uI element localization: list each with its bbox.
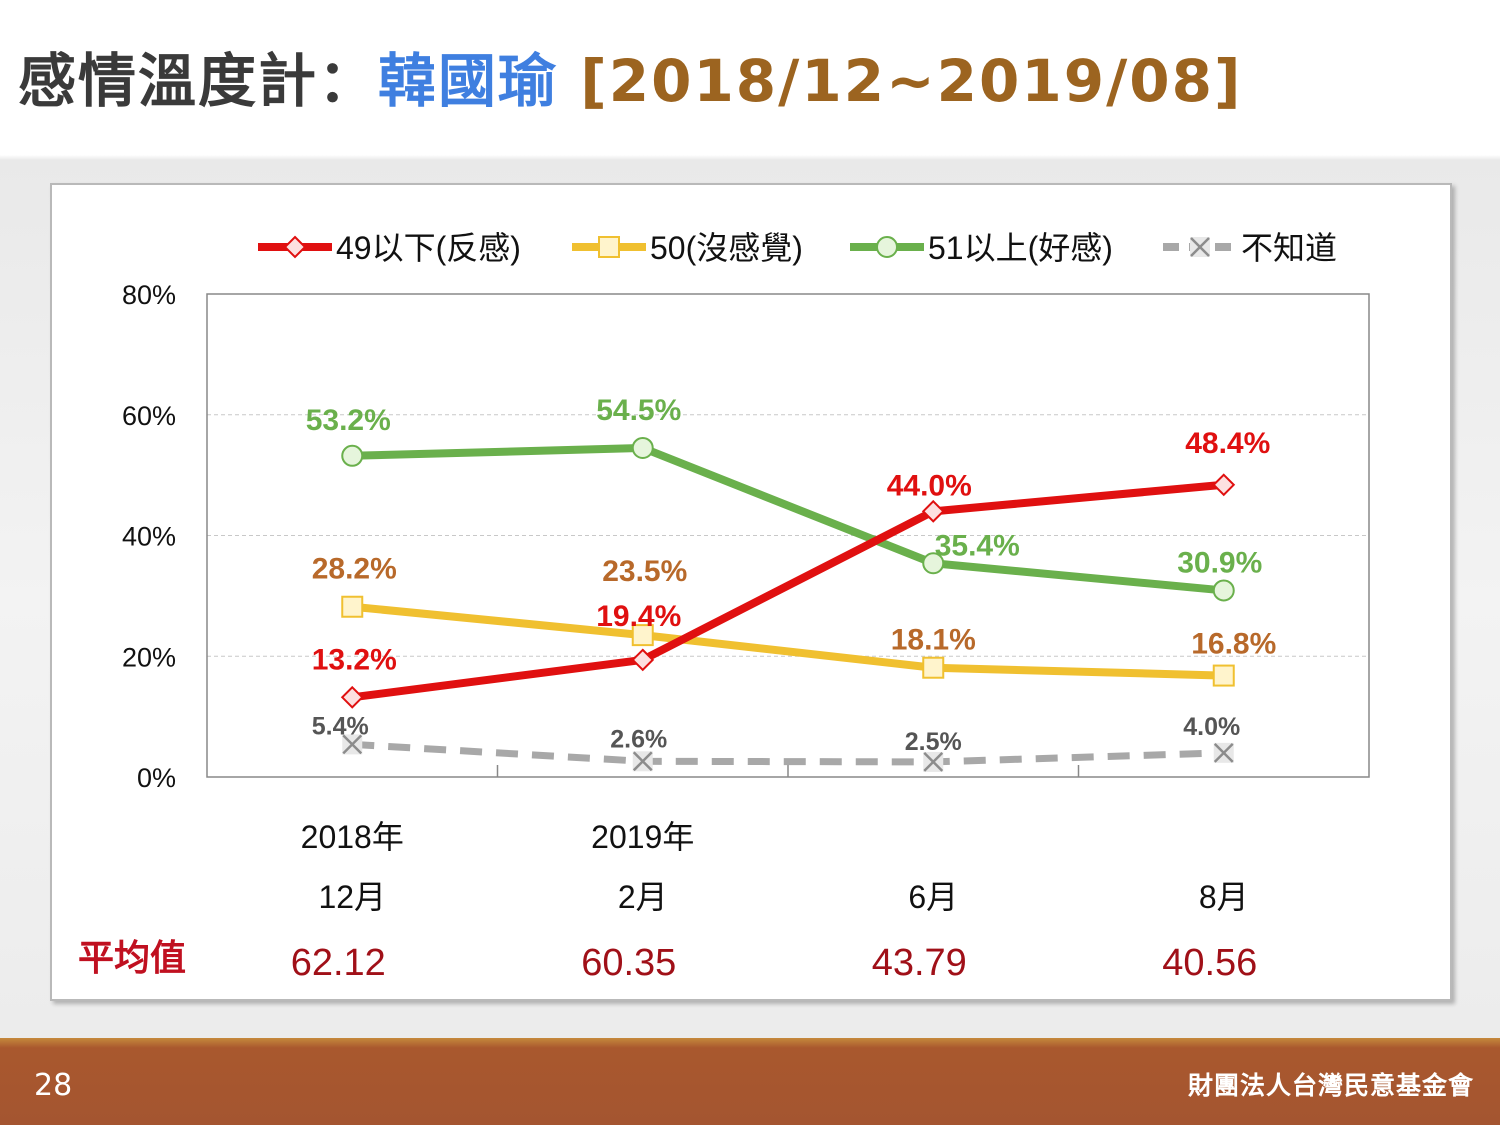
title-prefix: 感情溫度計： [18, 47, 379, 115]
legend-marker-stroke [1190, 237, 1210, 257]
x-tick-label-year: 2019年 [591, 819, 694, 855]
series-line-0 [348, 480, 1228, 702]
legend-marker [876, 236, 898, 258]
data-label: 18.1% [891, 624, 976, 657]
legend-marker [283, 235, 307, 259]
x-tick-label-month: 12月 [318, 879, 386, 915]
series-point [631, 648, 655, 672]
legend-label: 49以下(反感) [336, 230, 521, 266]
series-point [1212, 579, 1235, 602]
series-point [340, 685, 364, 709]
data-label: 16.8% [1191, 628, 1276, 661]
series-point-stroke [1213, 742, 1234, 763]
legend-label: 不知道 [1241, 230, 1337, 266]
data-label: 2.6% [610, 725, 667, 753]
data-label: 19.4% [596, 600, 681, 633]
series-point [631, 624, 654, 647]
x-tick-label-month: 8月 [1199, 879, 1249, 915]
average-value: 43.79 [872, 942, 967, 984]
series-point [1212, 473, 1236, 497]
data-label: 54.5% [596, 394, 681, 427]
y-tick-label: 40% [122, 522, 176, 552]
data-label: 4.0% [1183, 713, 1240, 741]
y-tick-label: 20% [122, 642, 176, 672]
average-value: 40.56 [1162, 942, 1257, 984]
x-tick-label-year: 2018年 [301, 819, 404, 855]
series-point [341, 595, 364, 618]
title-name: 韓國瑜 [378, 47, 559, 115]
footer-bar [0, 1038, 1500, 1125]
series-point-stroke [632, 751, 653, 772]
series-line-3 [352, 740, 1224, 766]
series-point [922, 656, 945, 679]
average-value: 62.12 [291, 942, 386, 984]
data-label: 30.9% [1177, 546, 1262, 579]
y-tick-label: 0% [137, 763, 176, 793]
legend-label: 50(沒感覺) [650, 230, 803, 266]
data-label: 44.0% [887, 469, 972, 502]
series-point [341, 444, 364, 467]
series-point [922, 552, 945, 575]
data-label: 2.5% [905, 728, 962, 756]
data-label: 28.2% [312, 553, 397, 586]
data-label: 23.5% [602, 555, 687, 588]
x-tick-label-month: 2月 [618, 879, 668, 915]
data-label: 35.4% [935, 529, 1020, 562]
legend-marker [598, 236, 620, 258]
series-point [1212, 664, 1235, 687]
legend-label: 51以上(好感) [928, 230, 1113, 266]
page-title: 感情溫度計：韓國瑜 [2018/12~2019/08] [18, 36, 1243, 126]
x-tick-label-month: 6月 [908, 879, 958, 915]
series-line-2 [348, 443, 1228, 595]
page-number: 28 [34, 1068, 73, 1103]
data-label: 13.2% [312, 643, 397, 676]
average-value: 60.35 [581, 942, 676, 984]
data-label: 53.2% [306, 404, 391, 437]
series-point-stroke [342, 734, 363, 755]
organization-name: 財團法人台灣民意基金會 [1187, 1071, 1474, 1100]
series-point [631, 436, 654, 459]
data-label: 48.4% [1185, 427, 1270, 460]
series-point-stroke [923, 752, 944, 772]
average-label: 平均值 [78, 937, 186, 978]
series-line-1 [348, 602, 1228, 680]
data-label: 5.4% [312, 712, 369, 740]
title-range: [2018/12~2019/08] [580, 47, 1243, 115]
y-tick-label: 80% [122, 280, 176, 310]
y-tick-label: 60% [122, 401, 176, 431]
series-point [921, 499, 945, 523]
